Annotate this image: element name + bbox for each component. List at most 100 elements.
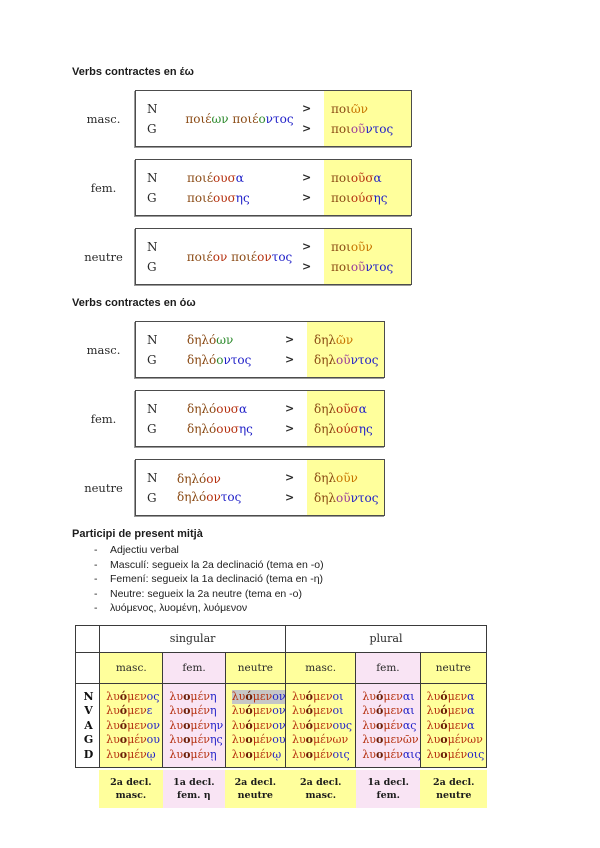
- gender-header-masc-sg: masc.: [99, 651, 164, 684]
- case-column: N G: [136, 91, 177, 146]
- bullet-item: λυόμενος, λυομένη, λυόμενον: [72, 601, 572, 616]
- contract-row-oo-fem: fem. N G δηλόουσα δηλόουσης > > δηλοῦσα …: [72, 390, 572, 447]
- gender-header-fem-pl: fem.: [355, 651, 421, 684]
- greek-source-line: δηλόοντος: [187, 352, 252, 367]
- masc-singular-cell: λυόμενος λυόμενε λυόμενον λυομένου λυομέ…: [99, 682, 164, 769]
- greek-source-line: ποιέων ποιέοντος: [185, 111, 294, 126]
- greek-result-line: ποιοῦσα: [331, 170, 382, 185]
- arrow-icon: >: [302, 170, 312, 184]
- arrow-column: > >: [285, 460, 307, 515]
- greek-form: λυομένοις: [426, 747, 485, 761]
- contracted-forms: δηλοῦσα δηλούσης: [307, 391, 384, 446]
- greek-result-line: δηλοῦσα: [314, 401, 367, 416]
- heading-participi: Participi de present mitjà: [72, 528, 203, 540]
- greek-form: λυομένῳ: [106, 747, 156, 761]
- greek-form: λυόμενος: [106, 689, 160, 703]
- gender-header-row: masc. fem. neutre masc. fem. neutre: [74, 651, 488, 684]
- gender-header-masc-pl: masc.: [284, 651, 357, 684]
- greek-result-line: δηλοῦν: [314, 470, 358, 485]
- greek-result-line: ποιοῦν: [331, 239, 373, 254]
- greek-result-line: δηλοῦντος: [314, 352, 379, 367]
- fem-plural-cell: λυόμεναι λυόμεναι λυομένας λυομενῶν λυομ…: [355, 682, 421, 769]
- case-n-label: N: [147, 101, 158, 116]
- greek-source-line: ποιέουσης: [187, 190, 250, 205]
- greek-form: λυομένη: [169, 704, 217, 718]
- contracted-forms: ποιοῦσα ποιούσης: [324, 160, 411, 215]
- greek-form: λυόμενα: [426, 704, 475, 718]
- greek-form: λυομένης: [169, 733, 223, 747]
- greek-form: λυόμενα: [426, 718, 475, 732]
- greek-form: λυομένοις: [291, 747, 350, 761]
- arrow-column: > >: [285, 322, 307, 377]
- heading-verbs-contractes-oo: Verbs contractes en όω: [72, 297, 196, 309]
- greek-form: λυομένη: [169, 689, 217, 703]
- greek-form: λυόμεναι: [362, 704, 415, 718]
- arrow-icon: >: [285, 352, 295, 366]
- case-n-label: N: [147, 401, 158, 416]
- greek-source-line: δηλόουσης: [187, 421, 253, 436]
- greek-form: λυόμενε: [106, 704, 153, 718]
- number-header-row: singular plural: [74, 624, 488, 653]
- contraction-box: N G ποιέον ποιέοντος > > ποιοῦν ποιοῦντο…: [135, 228, 412, 285]
- arrow-icon: >: [302, 239, 312, 253]
- greek-form: λυομένων: [291, 733, 349, 747]
- footer-masc-sg: 2a decl. masc.: [99, 770, 163, 809]
- greek-form-highlighted: λυόμενον: [231, 689, 286, 705]
- singular-header: singular: [99, 624, 286, 653]
- arrow-icon: >: [302, 190, 312, 204]
- arrow-icon: >: [302, 101, 312, 115]
- uncontracted-forms: δηλόον δηλόοντος: [177, 460, 285, 515]
- case-g-label: G: [147, 421, 157, 436]
- forms-row: N V A G D λυόμενος λυόμενε λυόμενον λυομ…: [74, 682, 488, 769]
- uncontracted-forms: ποιέων ποιέοντος: [177, 91, 302, 146]
- case-labels-cell: N V A G D: [74, 682, 101, 769]
- contracted-forms: ποιῶν ποιοῦντος: [324, 91, 411, 146]
- uncontracted-forms: δηλόων δηλόοντος: [177, 322, 285, 377]
- arrow-column: > >: [302, 160, 324, 215]
- greek-form: λυομένῃ: [169, 747, 217, 761]
- case-label: A: [84, 718, 93, 732]
- gender-label: masc.: [86, 111, 121, 126]
- empty-cell: [74, 651, 101, 684]
- case-n-label: N: [147, 332, 158, 347]
- declension-footer-row: 2a decl. masc. 1a decl. fem. η 2a decl. …: [75, 770, 487, 809]
- greek-form: λυόμενον: [106, 718, 160, 732]
- contraction-box: N G δηλόουσα δηλόουσης > > δηλοῦσα δηλού…: [135, 390, 385, 447]
- case-column: N G: [136, 229, 177, 284]
- bullet-item: Femení: segueix la 1a declinació (tema e…: [72, 572, 572, 587]
- case-g-label: G: [147, 490, 157, 505]
- contract-row-eo-neutre: neutre N G ποιέον ποιέοντος > > ποιοῦν π…: [72, 228, 572, 285]
- arrow-icon: >: [302, 121, 312, 135]
- gender-label: neutre: [84, 249, 123, 264]
- contract-row-oo-masc: masc. N G δηλόων δηλόοντος > > δηλῶν δηλ…: [72, 321, 572, 378]
- case-column: N G: [136, 160, 177, 215]
- greek-form: λυόμενοι: [291, 704, 344, 718]
- case-n-label: N: [147, 470, 158, 485]
- contraction-box: N G ποιέουσα ποιέουσης > > ποιοῦσα ποιού…: [135, 159, 412, 216]
- page-content: Verbs contractes en έω masc. N G ποιέων …: [0, 0, 572, 808]
- contraction-box: N G ποιέων ποιέοντος > > ποιῶν ποιοῦντος: [135, 90, 412, 147]
- greek-form: λυόμενα: [426, 689, 475, 703]
- gender-label: fem.: [90, 180, 117, 195]
- greek-form: λυομένου: [231, 733, 286, 747]
- gender-header-neutre-pl: neutre: [419, 651, 488, 684]
- arrow-column: > >: [302, 229, 324, 284]
- greek-result-line: ποιούσης: [331, 190, 388, 205]
- case-n-label: N: [147, 239, 158, 254]
- case-n-label: N: [147, 170, 158, 185]
- greek-form: λυόμενον: [231, 704, 286, 718]
- greek-form: λυομένων: [426, 733, 483, 747]
- greek-form: λυομενῶν: [362, 733, 419, 747]
- contract-row-eo-fem: fem. N G ποιέουσα ποιέουσης > > ποιοῦσα …: [72, 159, 572, 216]
- greek-form: λυομέναις: [362, 747, 421, 761]
- greek-form: λυομένην: [169, 718, 224, 732]
- greek-result-line: ποιοῦντος: [331, 121, 394, 136]
- greek-source-line: δηλόων: [187, 332, 234, 347]
- arrow-icon: >: [285, 470, 295, 484]
- greek-result-line: ποιοῦντος: [331, 259, 394, 274]
- contraction-box: N G δηλόον δηλόοντος > > δηλοῦν δηλοῦντο…: [135, 459, 385, 516]
- greek-result-line: δηλούσης: [314, 421, 373, 436]
- footer-fem-sg: 1a decl. fem. η: [162, 770, 226, 809]
- gender-label: fem.: [90, 411, 117, 426]
